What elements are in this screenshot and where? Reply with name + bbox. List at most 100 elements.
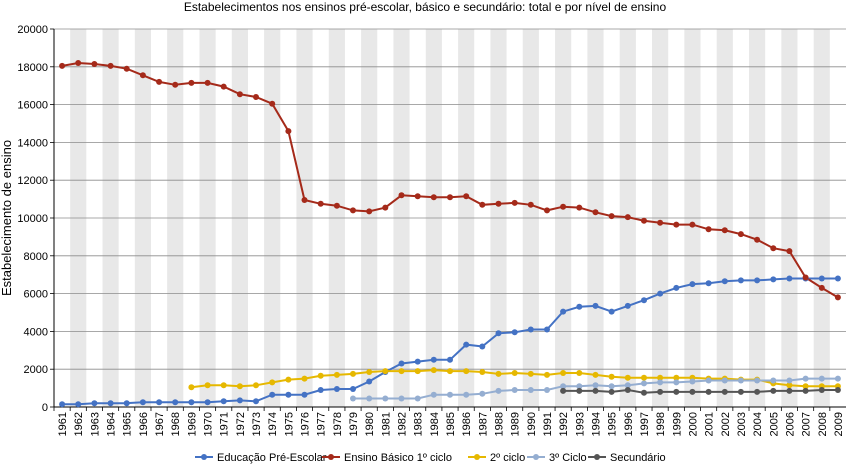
data-point bbox=[333, 202, 340, 209]
x-tick-label: 1965 bbox=[122, 412, 134, 436]
legend-marker bbox=[201, 454, 207, 460]
data-point bbox=[560, 203, 567, 210]
y-tick-label: 6000 bbox=[24, 289, 48, 301]
x-tick-label: 1970 bbox=[203, 412, 215, 436]
data-point bbox=[366, 378, 373, 385]
x-tick-label: 1986 bbox=[461, 412, 473, 436]
data-point bbox=[721, 388, 728, 395]
y-tick-label: 18000 bbox=[17, 62, 48, 74]
x-tick-label: 2007 bbox=[801, 412, 813, 436]
data-point bbox=[511, 329, 518, 336]
data-point bbox=[91, 400, 98, 407]
data-point bbox=[220, 83, 227, 90]
data-point bbox=[414, 368, 421, 375]
data-point bbox=[737, 231, 744, 238]
data-point bbox=[285, 128, 292, 135]
data-point bbox=[495, 387, 502, 394]
data-point bbox=[576, 204, 583, 211]
data-point bbox=[689, 378, 696, 385]
data-point bbox=[673, 284, 680, 291]
y-tick-label: 14000 bbox=[17, 137, 48, 149]
data-point bbox=[786, 387, 793, 394]
data-point bbox=[236, 383, 243, 390]
x-tick-label: 1980 bbox=[364, 412, 376, 436]
x-tick-label: 1963 bbox=[89, 412, 101, 436]
data-point bbox=[560, 370, 567, 376]
x-tick-label: 1982 bbox=[397, 412, 409, 436]
data-point bbox=[689, 281, 696, 288]
data-point bbox=[430, 391, 437, 398]
data-point bbox=[269, 391, 276, 398]
data-point bbox=[705, 226, 712, 233]
x-tick-label: 1990 bbox=[526, 412, 538, 436]
data-point bbox=[350, 395, 356, 402]
x-tick-label: 1967 bbox=[154, 412, 166, 436]
x-tick-label: 2008 bbox=[817, 412, 829, 436]
data-point bbox=[802, 375, 809, 382]
data-point bbox=[641, 297, 647, 304]
data-point bbox=[657, 374, 664, 381]
x-tick-label: 1987 bbox=[477, 412, 489, 436]
data-point bbox=[253, 382, 259, 389]
data-point bbox=[204, 399, 211, 406]
data-point bbox=[624, 214, 631, 221]
data-point bbox=[802, 383, 809, 390]
x-tick-label: 1996 bbox=[623, 412, 635, 436]
data-point bbox=[430, 356, 437, 363]
x-tick-label: 1994 bbox=[590, 412, 602, 436]
data-point bbox=[834, 275, 841, 282]
legend-label: Secundário bbox=[610, 452, 666, 464]
data-point bbox=[382, 368, 389, 375]
data-point bbox=[608, 213, 615, 220]
data-point bbox=[544, 207, 550, 214]
data-point bbox=[204, 382, 211, 389]
data-point bbox=[220, 398, 227, 405]
x-tick-label: 1971 bbox=[219, 412, 231, 436]
x-tick-label: 1983 bbox=[413, 412, 425, 436]
legend-marker bbox=[328, 454, 334, 460]
data-point bbox=[382, 395, 389, 402]
x-tick-label: 1966 bbox=[138, 412, 150, 436]
data-point bbox=[479, 390, 486, 397]
data-point bbox=[624, 302, 631, 309]
data-point bbox=[576, 370, 583, 376]
data-point bbox=[754, 236, 761, 243]
x-tick-label: 2004 bbox=[752, 412, 764, 436]
data-point bbox=[673, 379, 680, 386]
x-tick-label: 1989 bbox=[510, 412, 522, 436]
x-tick-label: 1999 bbox=[671, 412, 683, 436]
data-point bbox=[770, 387, 777, 394]
data-point bbox=[770, 245, 777, 252]
data-point bbox=[721, 227, 728, 234]
y-tick-label: 8000 bbox=[24, 251, 48, 263]
data-point bbox=[624, 382, 631, 389]
data-point bbox=[172, 399, 179, 406]
data-point bbox=[430, 367, 437, 374]
legend-label: Educação Pré-Escolar bbox=[217, 452, 327, 464]
data-point bbox=[673, 388, 680, 395]
data-point bbox=[269, 100, 276, 107]
data-point bbox=[641, 374, 647, 381]
data-point bbox=[737, 388, 744, 395]
data-point bbox=[285, 391, 292, 398]
data-point bbox=[754, 277, 761, 284]
data-point bbox=[188, 399, 195, 406]
data-point bbox=[818, 284, 825, 291]
data-point bbox=[414, 358, 421, 365]
data-point bbox=[317, 372, 324, 379]
legend-marker bbox=[474, 454, 480, 460]
data-point bbox=[592, 209, 599, 216]
data-point bbox=[123, 400, 130, 407]
data-point bbox=[269, 379, 276, 386]
legend-marker bbox=[594, 454, 600, 460]
data-point bbox=[657, 219, 664, 226]
data-point bbox=[156, 78, 163, 85]
x-tick-label: 1976 bbox=[300, 412, 312, 436]
legend: Educação Pré-Escolar Ensino Básico 1º cic… bbox=[195, 452, 666, 464]
data-point bbox=[786, 248, 793, 255]
x-tick-label: 2001 bbox=[704, 412, 716, 436]
data-point bbox=[527, 326, 534, 333]
data-point bbox=[657, 388, 664, 395]
data-point bbox=[527, 201, 534, 208]
data-point bbox=[834, 387, 841, 393]
